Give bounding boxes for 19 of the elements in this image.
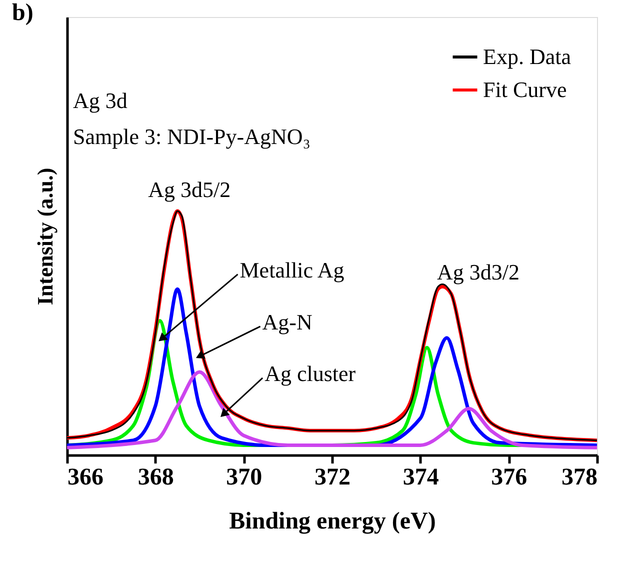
y-axis-title: Intensity (a.u.) [32,168,58,306]
x-tick-label: 370 [226,464,262,490]
annotation: Ag 3d5/2 [148,176,231,202]
x-tick-label: 378 [562,464,598,490]
text: Sample 3: NDI-Py-AgNO₃ [73,124,310,149]
x-axis-title: Binding energy (eV) [229,508,436,534]
annotation: Metallic Ag [240,257,344,282]
x-tick-label: 372 [314,464,350,490]
x-tick-label: 366 [68,464,104,490]
annotation: Ag-N [262,309,313,334]
x-tick-label: 374 [402,464,439,490]
text: Ag 3d [73,88,128,113]
annotation: Ag 3d3/2 [436,260,520,285]
x-tick-label: 376 [491,464,528,490]
text: b) [12,0,34,26]
legend-label: Fit Curve [483,77,567,102]
x-tick-label: 368 [138,464,174,490]
annotation: Ag cluster [264,360,356,386]
legend-label: Exp. Data [483,44,572,69]
